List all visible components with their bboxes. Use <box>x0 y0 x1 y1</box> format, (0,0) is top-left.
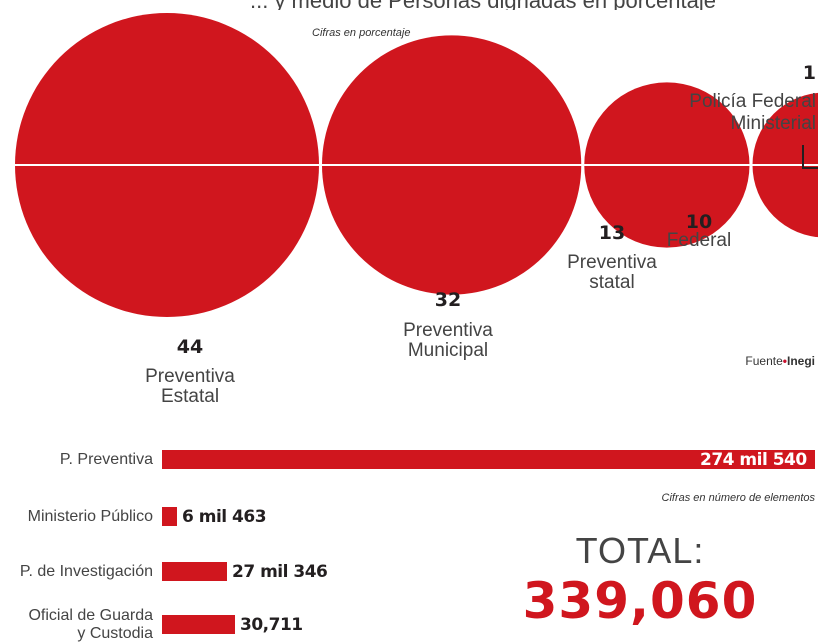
bubble-label-preventiva-statal-line1: Preventiva <box>567 252 657 273</box>
bubble-chart <box>15 13 818 317</box>
bar-oficial-guarda-custodia <box>162 615 235 634</box>
bar-value-oficial-guarda-custodia: 30,711 <box>240 615 303 635</box>
bar-p-preventiva <box>162 450 815 469</box>
source-prefix: Fuente <box>745 354 783 368</box>
bar-value-ministerio-publico: 6 mil 463 <box>182 507 267 527</box>
bubble-label-preventiva-statal-line2: statal <box>589 272 635 293</box>
bubble-label-preventiva-municipal-line1: Preventiva <box>403 320 493 341</box>
bubble-label-preventiva-estatal-line2: Estatal <box>160 386 220 407</box>
elements-note: Cifras en número de elementos <box>661 492 815 504</box>
source-name: Inegi <box>786 354 815 368</box>
bar-p-investigacion <box>162 562 227 581</box>
bar-label-p-investigacion: P. de Investigación <box>19 563 153 580</box>
bubble-label-policia-federal-line1: Policía Federal <box>689 91 816 112</box>
bubble-value-44: 44 <box>176 336 204 358</box>
source-credit: Fuente•Inegi <box>707 354 815 368</box>
chart-title-fragment: ... y medio de Personas dignadas en porc… <box>250 0 818 10</box>
bubble-label-federal: Federal <box>666 230 732 251</box>
bar-label-ministerio-publico: Ministerio Público <box>27 508 153 525</box>
bubble-value-32: 32 <box>434 289 462 311</box>
bubble-leader-line <box>802 145 818 169</box>
bubble-value-1: 1 <box>802 62 816 84</box>
bubble-value-10: 10 <box>685 211 713 233</box>
bubble-value-13: 13 <box>598 222 626 244</box>
bar-label-p-preventiva: P. Preventiva <box>59 451 153 468</box>
bubble-label-preventiva-estatal-line1: Preventiva <box>145 366 235 387</box>
bar-value-p-preventiva: 274 mil 540 <box>700 450 807 470</box>
total-label: TOTAL: <box>575 530 705 571</box>
source-dot-icon: • <box>782 354 787 368</box>
bar-label-oficial-guarda-line2: y Custodia <box>77 625 153 642</box>
total-value: 339,060 <box>522 572 758 630</box>
bubble-label-policia-federal-line2: Ministerial <box>730 113 816 134</box>
bar-ministerio-publico <box>162 507 177 526</box>
bar-label-oficial-guarda-line1: Oficial de Guarda <box>28 607 153 624</box>
bubble-label-preventiva-municipal-line2: Municipal <box>407 340 489 361</box>
bar-value-p-investigacion: 27 mil 346 <box>232 562 328 582</box>
percent-note: Cifras en porcentaje <box>312 27 411 39</box>
